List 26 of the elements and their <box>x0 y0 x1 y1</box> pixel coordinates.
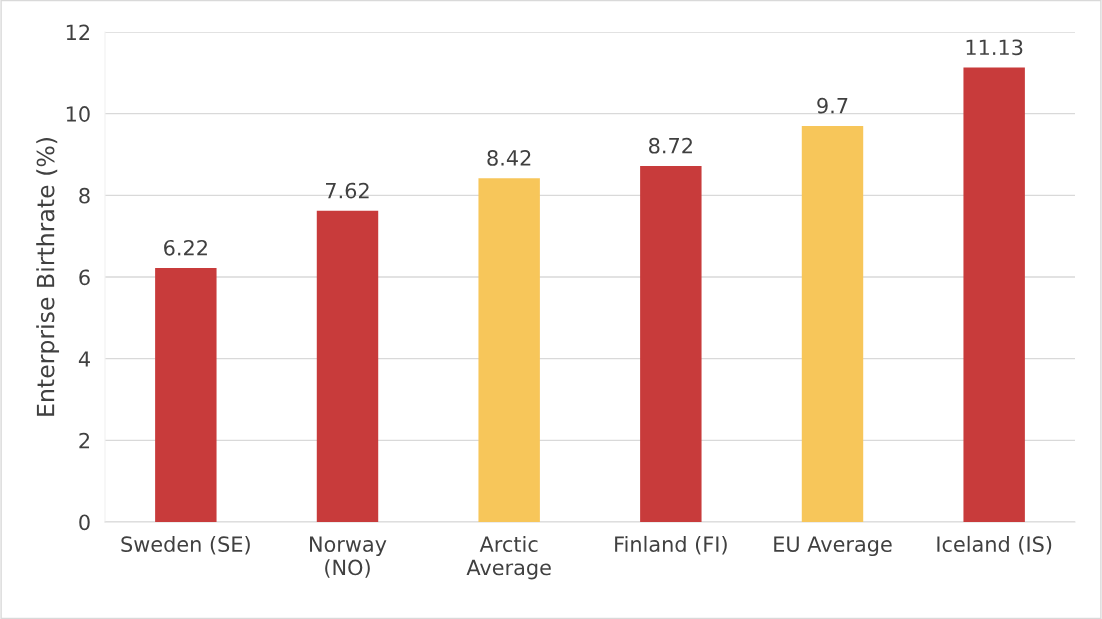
y-tick-label: 10 <box>66 106 90 122</box>
data-label: 9.7 <box>817 97 848 114</box>
data-label: 6.22 <box>164 239 207 256</box>
data-label: 8.72 <box>649 137 692 154</box>
data-label: 8.42 <box>487 150 531 166</box>
y-tick-label: 12 <box>66 24 90 40</box>
x-tick-label: Sweden (SE) <box>121 535 250 555</box>
bar <box>640 165 702 522</box>
x-tick-label: Norway (NO) <box>310 536 387 578</box>
bar <box>963 67 1025 522</box>
y-tick-label: 4 <box>78 351 90 367</box>
x-tick-label: Iceland (IS) <box>937 535 1052 555</box>
y-axis-title: Enterprise Birthrate (%) <box>36 138 60 416</box>
y-tick-label: 8 <box>79 187 90 204</box>
y-tick-label: 2 <box>79 432 90 449</box>
y-tick-label: 6 <box>79 269 90 286</box>
bar <box>316 210 379 522</box>
bar <box>801 125 864 522</box>
data-label: 7.62 <box>326 182 369 199</box>
x-tick-label: Arctic Average <box>466 535 551 580</box>
data-label: 11.13 <box>966 39 1023 56</box>
bar <box>478 178 540 522</box>
bar <box>155 268 217 522</box>
y-tick-label: 0 <box>79 514 90 531</box>
x-tick-label: Finland (FI) <box>615 535 727 555</box>
x-tick-label: EU Average <box>774 536 892 557</box>
